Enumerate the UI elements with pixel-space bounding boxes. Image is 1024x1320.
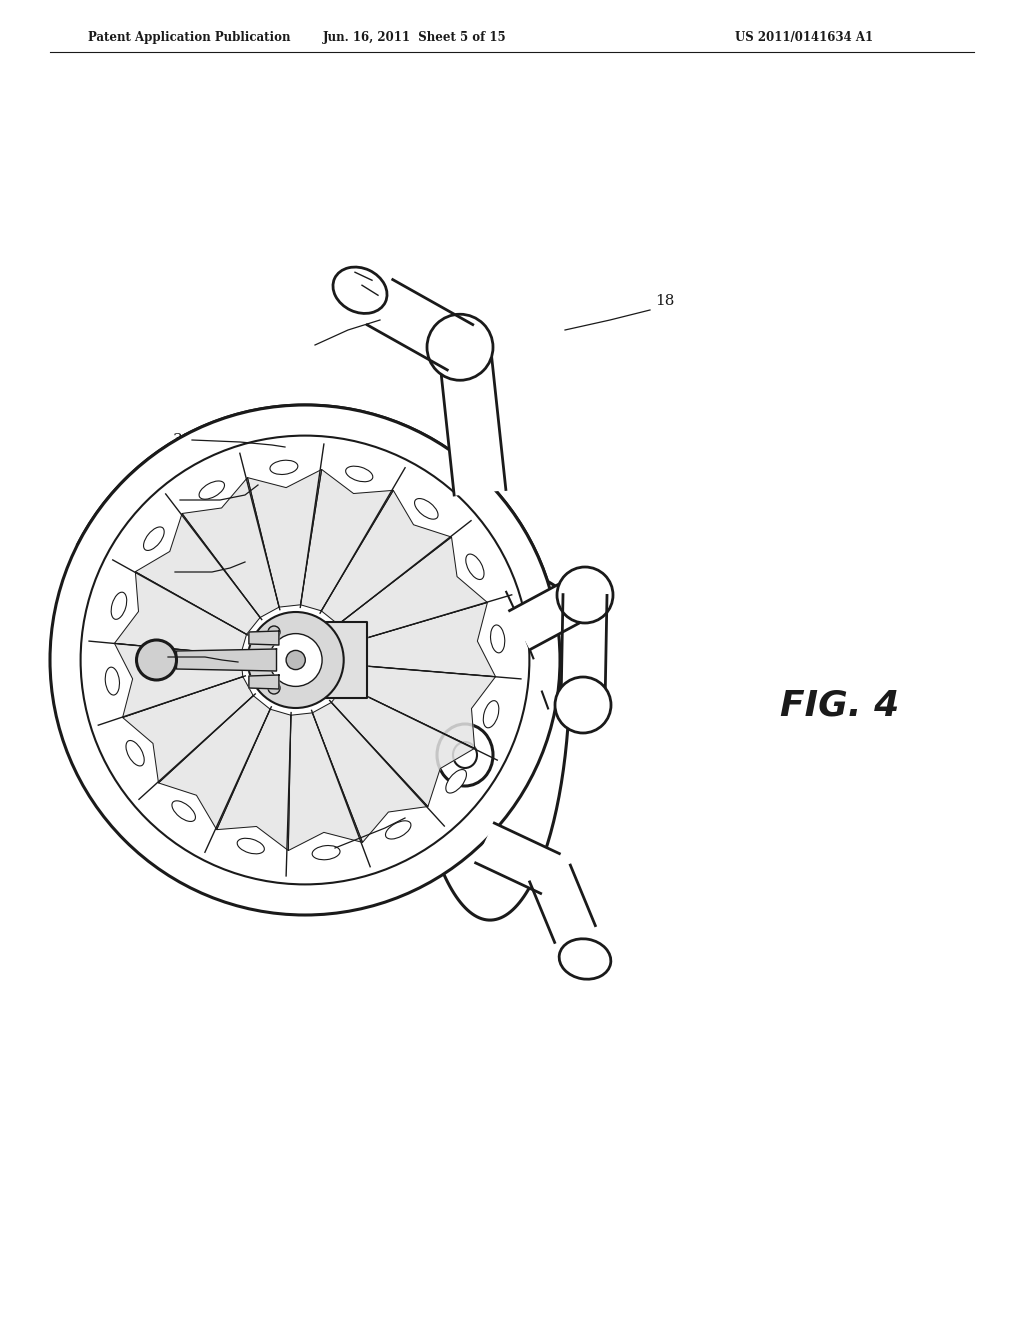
Polygon shape bbox=[439, 350, 506, 495]
Polygon shape bbox=[332, 685, 475, 807]
Text: 30: 30 bbox=[173, 433, 193, 447]
Polygon shape bbox=[249, 675, 279, 689]
Circle shape bbox=[427, 314, 493, 380]
Circle shape bbox=[557, 568, 613, 623]
Polygon shape bbox=[115, 572, 247, 655]
Ellipse shape bbox=[333, 267, 387, 313]
Ellipse shape bbox=[346, 466, 373, 482]
Polygon shape bbox=[78, 405, 570, 920]
Ellipse shape bbox=[199, 480, 224, 499]
Polygon shape bbox=[159, 696, 270, 830]
Ellipse shape bbox=[483, 701, 499, 727]
Text: US 2011/0141634 A1: US 2011/0141634 A1 bbox=[735, 30, 873, 44]
Polygon shape bbox=[248, 470, 322, 607]
Polygon shape bbox=[300, 470, 393, 611]
Polygon shape bbox=[322, 490, 452, 624]
Polygon shape bbox=[476, 824, 559, 894]
Polygon shape bbox=[115, 643, 243, 718]
Polygon shape bbox=[348, 602, 496, 677]
Ellipse shape bbox=[105, 667, 120, 696]
Polygon shape bbox=[338, 537, 487, 643]
Ellipse shape bbox=[490, 624, 505, 653]
Polygon shape bbox=[561, 594, 607, 705]
Text: 26: 26 bbox=[154, 565, 173, 579]
Polygon shape bbox=[287, 622, 367, 698]
Circle shape bbox=[268, 626, 280, 638]
Ellipse shape bbox=[126, 741, 144, 766]
Circle shape bbox=[136, 640, 176, 680]
Ellipse shape bbox=[415, 499, 438, 519]
Polygon shape bbox=[249, 631, 279, 645]
Text: Patent Application Publication: Patent Application Publication bbox=[88, 30, 291, 44]
Ellipse shape bbox=[112, 593, 127, 619]
Polygon shape bbox=[182, 478, 279, 618]
Polygon shape bbox=[345, 665, 496, 748]
Circle shape bbox=[269, 634, 323, 686]
Text: 34: 34 bbox=[145, 649, 165, 664]
Text: 15: 15 bbox=[398, 800, 418, 814]
Circle shape bbox=[555, 677, 611, 733]
Circle shape bbox=[248, 612, 344, 708]
Polygon shape bbox=[123, 677, 253, 783]
Text: 16: 16 bbox=[374, 301, 393, 315]
Circle shape bbox=[50, 405, 560, 915]
Polygon shape bbox=[176, 649, 276, 671]
Circle shape bbox=[286, 651, 305, 669]
Ellipse shape bbox=[559, 939, 611, 979]
Polygon shape bbox=[135, 513, 260, 635]
Ellipse shape bbox=[143, 527, 164, 550]
Ellipse shape bbox=[466, 554, 484, 579]
Polygon shape bbox=[368, 280, 473, 370]
Ellipse shape bbox=[445, 770, 467, 793]
Ellipse shape bbox=[385, 821, 411, 840]
Text: 36: 36 bbox=[161, 492, 179, 507]
Polygon shape bbox=[312, 702, 428, 842]
Ellipse shape bbox=[312, 846, 340, 859]
Polygon shape bbox=[217, 709, 291, 850]
Text: Jun. 16, 2011  Sheet 5 of 15: Jun. 16, 2011 Sheet 5 of 15 bbox=[324, 30, 507, 44]
Polygon shape bbox=[510, 576, 595, 649]
Text: FIG. 4: FIG. 4 bbox=[780, 688, 899, 722]
Text: 18: 18 bbox=[655, 294, 675, 308]
Polygon shape bbox=[529, 865, 595, 942]
Ellipse shape bbox=[172, 801, 196, 821]
Ellipse shape bbox=[238, 838, 264, 854]
Polygon shape bbox=[289, 713, 362, 850]
Ellipse shape bbox=[270, 461, 298, 474]
Circle shape bbox=[268, 682, 280, 694]
